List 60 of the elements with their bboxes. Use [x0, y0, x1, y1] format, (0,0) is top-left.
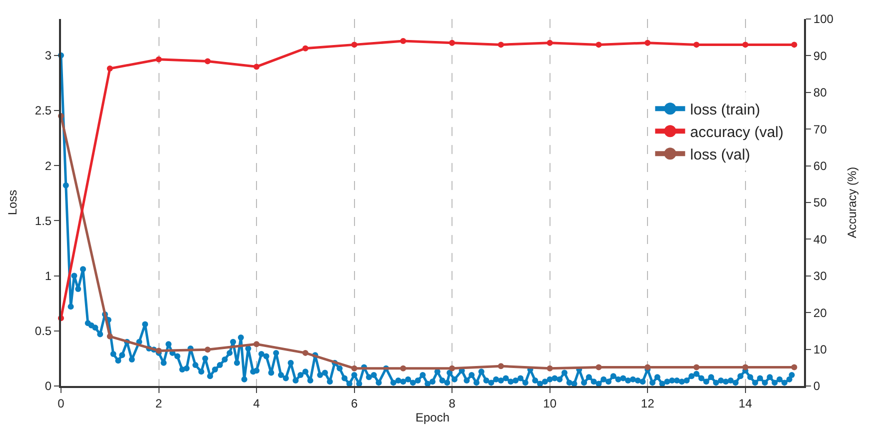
y-axis-title: Loss — [6, 190, 20, 216]
point — [791, 42, 798, 48]
y-tick-label: 0.5 — [34, 324, 52, 338]
legend-label: accuracy (val) — [690, 124, 784, 141]
point — [742, 364, 748, 370]
y2-tick-label: 20 — [813, 306, 828, 320]
x-tick-label: 8 — [448, 396, 456, 410]
point — [693, 42, 700, 48]
point — [449, 40, 456, 46]
legend-label: loss (train) — [690, 102, 760, 118]
point — [742, 42, 748, 48]
y2-axis-title: Accuracy (%) — [845, 166, 860, 238]
y2-tick-label: 100 — [813, 12, 834, 26]
point — [204, 58, 211, 64]
y-tick-label: 1.5 — [34, 214, 52, 228]
y-tick-label: 2.5 — [34, 104, 52, 118]
x-tick-label: 10 — [543, 396, 557, 410]
x-tick-label: 4 — [253, 396, 260, 410]
y2-tick-label: 80 — [813, 86, 828, 100]
point — [596, 364, 602, 370]
x-tick-label: 2 — [155, 396, 162, 410]
point — [351, 365, 358, 372]
point — [302, 45, 308, 52]
y-tick-label: 2 — [44, 158, 52, 173]
y-tick-label: 0 — [44, 379, 52, 394]
y2-tick-label: 90 — [813, 48, 828, 63]
point — [302, 350, 308, 356]
y-tick-label: 3 — [44, 48, 52, 63]
y2-tick-label: 70 — [813, 122, 828, 136]
point — [400, 365, 406, 372]
point — [693, 364, 700, 370]
x-tick-label: 14 — [738, 396, 752, 410]
point — [351, 42, 358, 48]
point — [106, 333, 113, 340]
point — [449, 365, 456, 372]
point — [400, 38, 406, 44]
x-tick-label: 6 — [350, 396, 358, 410]
y-tick-label: 1 — [44, 268, 52, 283]
point — [596, 42, 602, 48]
point — [498, 42, 504, 48]
y2-tick-label: 50 — [813, 196, 828, 210]
y2-tick-label: 30 — [813, 269, 828, 284]
x-tick-label: 0 — [58, 396, 65, 410]
point — [546, 365, 553, 372]
x-tick-label: 12 — [640, 396, 655, 410]
point — [791, 364, 798, 370]
point — [106, 66, 113, 72]
point — [546, 40, 553, 46]
legend-label: loss (val) — [690, 146, 750, 164]
y2-tick-label: 10 — [813, 342, 828, 356]
y2-tick-label: 40 — [813, 232, 828, 246]
y2-tick-label: 60 — [813, 159, 828, 173]
point — [254, 341, 260, 348]
y2-tick-label: 0 — [813, 379, 820, 394]
point — [156, 56, 162, 62]
point — [204, 346, 211, 353]
x-axis-title: Epoch — [415, 410, 450, 424]
point — [498, 363, 504, 370]
point — [644, 40, 651, 46]
point — [254, 64, 260, 70]
